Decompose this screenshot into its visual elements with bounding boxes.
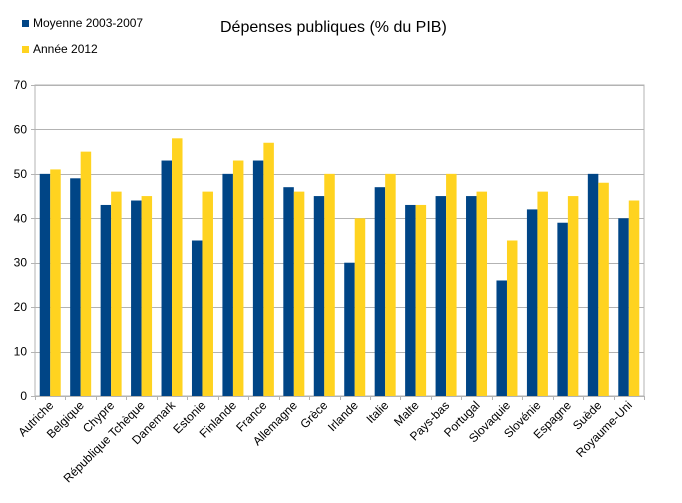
y-tick-label: 30 <box>14 256 28 270</box>
bar-series-2-espagne <box>567 196 579 396</box>
bar-series-2-slovaquie <box>506 240 518 396</box>
bar-series-2-finlande <box>232 160 244 396</box>
bar-series-1-france <box>252 160 264 396</box>
bar-series-2-malte <box>415 204 427 396</box>
bar-series-1-chypre <box>100 204 112 396</box>
bar-series-2-estonie <box>202 191 213 396</box>
y-tick-label: 20 <box>14 300 28 314</box>
legend-item-series-2: Année 2012 <box>22 40 143 58</box>
chart-title: Dépenses publiques (% du PIB) <box>220 19 447 36</box>
bar-series-1-finlande <box>222 173 233 396</box>
bar-series-2-autriche <box>50 169 61 396</box>
bar-series-2-pays-bas <box>446 173 457 396</box>
plot-area-frame <box>34 84 645 397</box>
bar-series-2-belgique <box>80 151 92 396</box>
bar-series-1-irlande <box>344 262 355 396</box>
y-tick-label: 50 <box>14 167 28 181</box>
bar-series-1-r-publique-tch-que <box>131 200 142 396</box>
legend-label-series-2: Année 2012 <box>33 42 98 56</box>
bar-series-2-france <box>263 142 274 396</box>
x-tick-label: Italie <box>363 398 391 426</box>
bar-series-1-slov-nie <box>526 209 538 396</box>
legend-label-series-1: Moyenne 2003-2007 <box>33 16 144 30</box>
bar-series-1-italie <box>374 187 386 396</box>
bar-series-1-belgique <box>70 178 81 396</box>
bar-series-2-slov-nie <box>537 191 548 396</box>
y-tick-label: 0 <box>20 389 27 403</box>
bar-series-1-slovaquie <box>496 280 507 396</box>
legend: Moyenne 2003-2007 Année 2012 <box>22 14 143 66</box>
bar-series-2-su-de <box>598 182 609 396</box>
bar-series-1-portugal <box>466 196 477 396</box>
bar-series-2-gr-ce <box>324 173 335 396</box>
y-tick-label: 70 <box>14 78 28 92</box>
y-tick-label: 60 <box>14 122 28 136</box>
bar-series-1-gr-ce <box>313 196 325 396</box>
bar-series-1-royaume-uni <box>618 218 629 396</box>
bar-series-1-danemark <box>161 160 173 396</box>
bar-series-2-allemagne <box>293 191 305 396</box>
legend-item-series-1: Moyenne 2003-2007 <box>22 14 143 32</box>
bar-series-2-royaume-uni <box>628 200 640 396</box>
bar-series-1-malte <box>405 204 416 396</box>
bar-series-1-su-de <box>587 173 599 396</box>
y-tick-label: 10 <box>14 345 28 359</box>
bar-series-1-pays-bas <box>435 196 447 396</box>
bar-series-2-r-publique-tch-que <box>141 196 153 396</box>
bar-series-1-autriche <box>39 173 51 396</box>
bar-series-2-irlande <box>354 218 366 396</box>
bar-series-2-chypre <box>111 191 122 396</box>
x-tick-label: Grèce <box>297 398 330 431</box>
bar-series-2-italie <box>385 173 396 396</box>
bar-series-2-danemark <box>172 138 183 397</box>
x-tick-label: Irlande <box>325 398 361 434</box>
bar-series-2-portugal <box>476 191 488 396</box>
bar-series-1-allemagne <box>283 187 294 396</box>
bar-series-1-estonie <box>191 240 203 396</box>
legend-swatch-series-1 <box>22 19 29 27</box>
legend-swatch-series-2 <box>22 45 29 53</box>
bar-series-1-espagne <box>557 222 568 396</box>
y-tick-label: 40 <box>14 211 28 225</box>
